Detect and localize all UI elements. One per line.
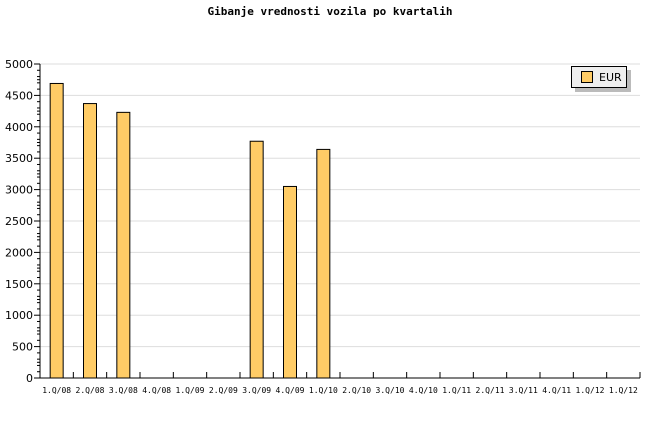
y-tick-label: 3500 [5, 152, 33, 165]
y-tick-label: 0 [26, 372, 33, 385]
y-tick-label: 3000 [5, 184, 33, 197]
x-tick-label: 1.Q/12 [576, 386, 605, 395]
legend: EUR [571, 66, 627, 88]
x-tick-label: 4.Q/08 [142, 386, 171, 395]
bar [249, 140, 264, 379]
y-tick-label: 2500 [5, 215, 33, 228]
bar [83, 103, 97, 379]
y-tick-label: 5000 [5, 58, 33, 71]
x-tick-label: 1.Q/08 [42, 386, 71, 395]
bar [316, 148, 331, 379]
x-tick-label: 3.Q/08 [109, 386, 138, 395]
legend-label: EUR [599, 70, 622, 84]
x-tick-label: 1.Q/11 [442, 386, 471, 395]
y-tick-label: 1000 [5, 309, 33, 322]
x-tick-label: 1.Q/09 [176, 386, 205, 395]
x-tick-label: 3.Q/09 [242, 386, 271, 395]
x-tick-label: 4.Q/10 [409, 386, 438, 395]
x-tick-label: 1.Q/12 [609, 386, 638, 395]
legend-swatch [581, 71, 593, 83]
x-tick-label: 2.Q/09 [209, 386, 238, 395]
y-tick-label: 1500 [5, 278, 33, 291]
x-tick-label: 3.Q/10 [376, 386, 405, 395]
y-tick-label: 4000 [5, 121, 33, 134]
chart-title: Gibanje vrednosti vozila po kvartalih [207, 5, 453, 18]
x-tick-label: 4.Q/11 [542, 386, 571, 395]
y-tick-label: 500 [12, 341, 33, 354]
x-tick-label: 2.Q/10 [342, 386, 371, 395]
y-tick-label: 4500 [5, 89, 33, 102]
y-tick-label: 2000 [5, 246, 33, 259]
bar [116, 111, 131, 379]
bar [283, 185, 297, 379]
x-tick-label: 2.Q/08 [76, 386, 105, 395]
x-tick-label: 2.Q/11 [476, 386, 505, 395]
x-tick-label: 3.Q/11 [509, 386, 538, 395]
bar [49, 82, 64, 379]
x-tick-label: 4.Q/09 [276, 386, 305, 395]
x-tick-label: 1.Q/10 [309, 386, 338, 395]
